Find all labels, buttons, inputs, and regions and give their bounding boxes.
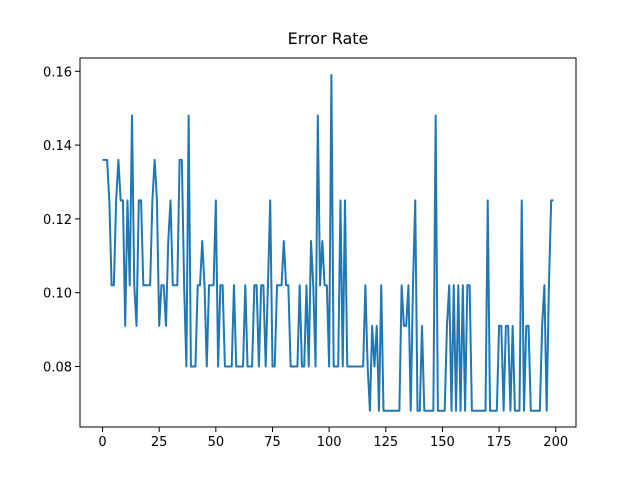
data-line [102,73,554,412]
y-tick-label: 0.14 [43,139,72,154]
x-tick-label: 50 [208,435,225,450]
x-tick-label: 100 [317,435,342,450]
chart-title: Error Rate [288,29,369,48]
plot-frame [79,57,577,428]
y-tick-label: 0.08 [43,360,72,375]
x-tick-label: 150 [430,435,455,450]
x-tick-label: 125 [373,435,398,450]
x-tick-label: 200 [543,435,568,450]
x-tick-label: 75 [264,435,281,450]
x-tick-label: 25 [151,435,168,450]
x-tick-label: 0 [98,435,106,450]
y-tick-label: 0.10 [43,287,72,302]
x-tick-label: 175 [487,435,512,450]
y-tick-label: 0.16 [43,65,72,80]
y-tick-label: 0.12 [43,213,72,228]
